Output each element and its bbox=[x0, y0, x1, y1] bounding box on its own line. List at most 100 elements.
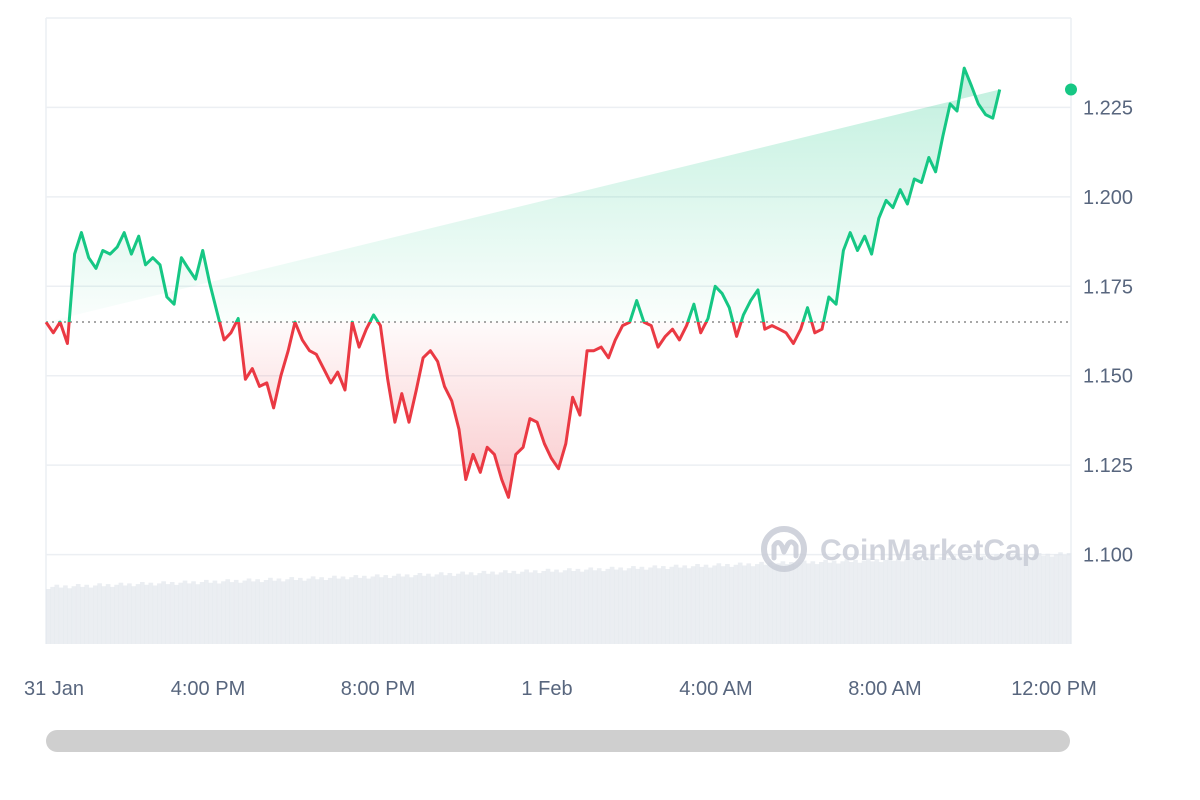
volume-bar bbox=[1049, 556, 1055, 644]
volume-bar bbox=[720, 566, 726, 644]
volume-bar bbox=[460, 571, 465, 644]
volume-bar bbox=[315, 579, 320, 644]
volume-bar bbox=[584, 569, 589, 644]
volume-bar bbox=[1062, 555, 1068, 644]
volume-bar bbox=[776, 563, 781, 644]
last-price-point[interactable] bbox=[1065, 83, 1077, 96]
x-tick-label: 31 Jan bbox=[24, 678, 84, 700]
volume-bar bbox=[682, 565, 688, 644]
volume-bar bbox=[88, 587, 94, 644]
volume-bar bbox=[545, 568, 551, 644]
volume-bar bbox=[1006, 557, 1012, 644]
volume-bar bbox=[54, 584, 60, 644]
volume-bar bbox=[528, 572, 534, 644]
volume-bar bbox=[921, 560, 927, 644]
volume-bar bbox=[306, 578, 312, 644]
timeline-scrollbar[interactable] bbox=[46, 730, 1070, 752]
volume-bar bbox=[186, 583, 192, 644]
volume-bar bbox=[387, 578, 393, 644]
x-tick-label: 8:00 PM bbox=[341, 678, 415, 700]
volume-bar bbox=[421, 575, 427, 644]
volume-bar bbox=[648, 567, 653, 644]
volume-bar bbox=[729, 566, 734, 644]
volume-bar bbox=[242, 580, 248, 644]
volume-bar bbox=[571, 571, 576, 644]
volume-bar bbox=[396, 573, 401, 644]
volume-bar bbox=[221, 581, 226, 644]
volume-bar bbox=[784, 564, 790, 644]
volume-bar bbox=[319, 577, 324, 644]
volume-bar bbox=[464, 574, 470, 644]
volume-bar bbox=[793, 564, 799, 644]
volume-bar bbox=[498, 572, 504, 644]
volume-bar bbox=[276, 578, 282, 644]
volume-bar bbox=[925, 558, 931, 644]
volume-bar bbox=[515, 573, 521, 644]
volume-bar bbox=[157, 583, 162, 644]
volume-bar bbox=[977, 557, 982, 644]
watermark-logo: CoinMarketCap bbox=[761, 526, 1040, 572]
volume-bar bbox=[63, 585, 68, 644]
volume-bar bbox=[913, 560, 918, 644]
volume-bar bbox=[985, 558, 991, 644]
volume-bar bbox=[302, 580, 307, 644]
volume-bar bbox=[567, 568, 572, 644]
volume-bar bbox=[494, 574, 500, 644]
volume-bar bbox=[810, 561, 816, 644]
volume-bar bbox=[212, 580, 218, 644]
x-tick-label: 12:00 PM bbox=[1011, 678, 1097, 700]
volume-bar bbox=[443, 575, 448, 644]
volume-bar bbox=[686, 568, 692, 644]
volume-bar bbox=[1041, 555, 1046, 644]
volume-bar bbox=[588, 567, 594, 644]
volume-bar bbox=[404, 574, 410, 644]
x-tick-label: 4:00 PM bbox=[171, 678, 245, 700]
volume-bar bbox=[165, 584, 171, 644]
volume-bar bbox=[669, 566, 675, 644]
volume-bar bbox=[58, 587, 64, 644]
volume-bar bbox=[866, 558, 871, 644]
volume-bar bbox=[84, 584, 90, 644]
volume-bar bbox=[695, 564, 700, 644]
volume-bar bbox=[391, 575, 397, 644]
volume-bar bbox=[293, 580, 299, 644]
volume-bar bbox=[374, 574, 380, 644]
volume-bar bbox=[750, 566, 756, 644]
volume-bar bbox=[285, 579, 290, 644]
y-tick-label: 1.150 bbox=[1083, 366, 1133, 388]
volume-bar bbox=[507, 573, 512, 644]
volume-bar bbox=[451, 575, 457, 644]
volume-bar bbox=[831, 560, 837, 644]
volume-bar bbox=[447, 573, 453, 644]
volume-bar bbox=[93, 585, 98, 644]
price-line bbox=[44, 66, 1077, 499]
volume-bar bbox=[601, 571, 606, 644]
x-tick-label: 8:00 AM bbox=[848, 678, 921, 700]
volume-bar bbox=[887, 557, 893, 644]
volume-bar bbox=[263, 580, 269, 644]
volume-bar bbox=[1058, 552, 1063, 644]
volume-bar bbox=[665, 569, 670, 644]
volume-bar bbox=[353, 575, 359, 644]
volume-bar bbox=[900, 561, 905, 644]
series-line-down bbox=[44, 322, 826, 499]
volume-bar bbox=[122, 585, 128, 644]
volume-bar bbox=[755, 564, 760, 644]
volume-bar bbox=[596, 568, 602, 644]
volume-bar bbox=[661, 566, 666, 644]
y-tick-label: 1.225 bbox=[1083, 97, 1133, 119]
volume-bar bbox=[532, 570, 538, 644]
volume-bar bbox=[716, 563, 722, 644]
volume-bar bbox=[772, 565, 777, 644]
volume-bar bbox=[870, 561, 875, 644]
volume-bar bbox=[357, 577, 363, 644]
volume-bar bbox=[370, 576, 376, 644]
volume-bar bbox=[118, 582, 124, 644]
volume-bar bbox=[473, 575, 478, 644]
volume-bar bbox=[182, 580, 188, 644]
volume-bar bbox=[216, 583, 222, 644]
volume-bar bbox=[618, 567, 623, 644]
volume-bar bbox=[917, 557, 922, 644]
volume-bar bbox=[652, 565, 658, 644]
volume-bar bbox=[895, 558, 901, 644]
